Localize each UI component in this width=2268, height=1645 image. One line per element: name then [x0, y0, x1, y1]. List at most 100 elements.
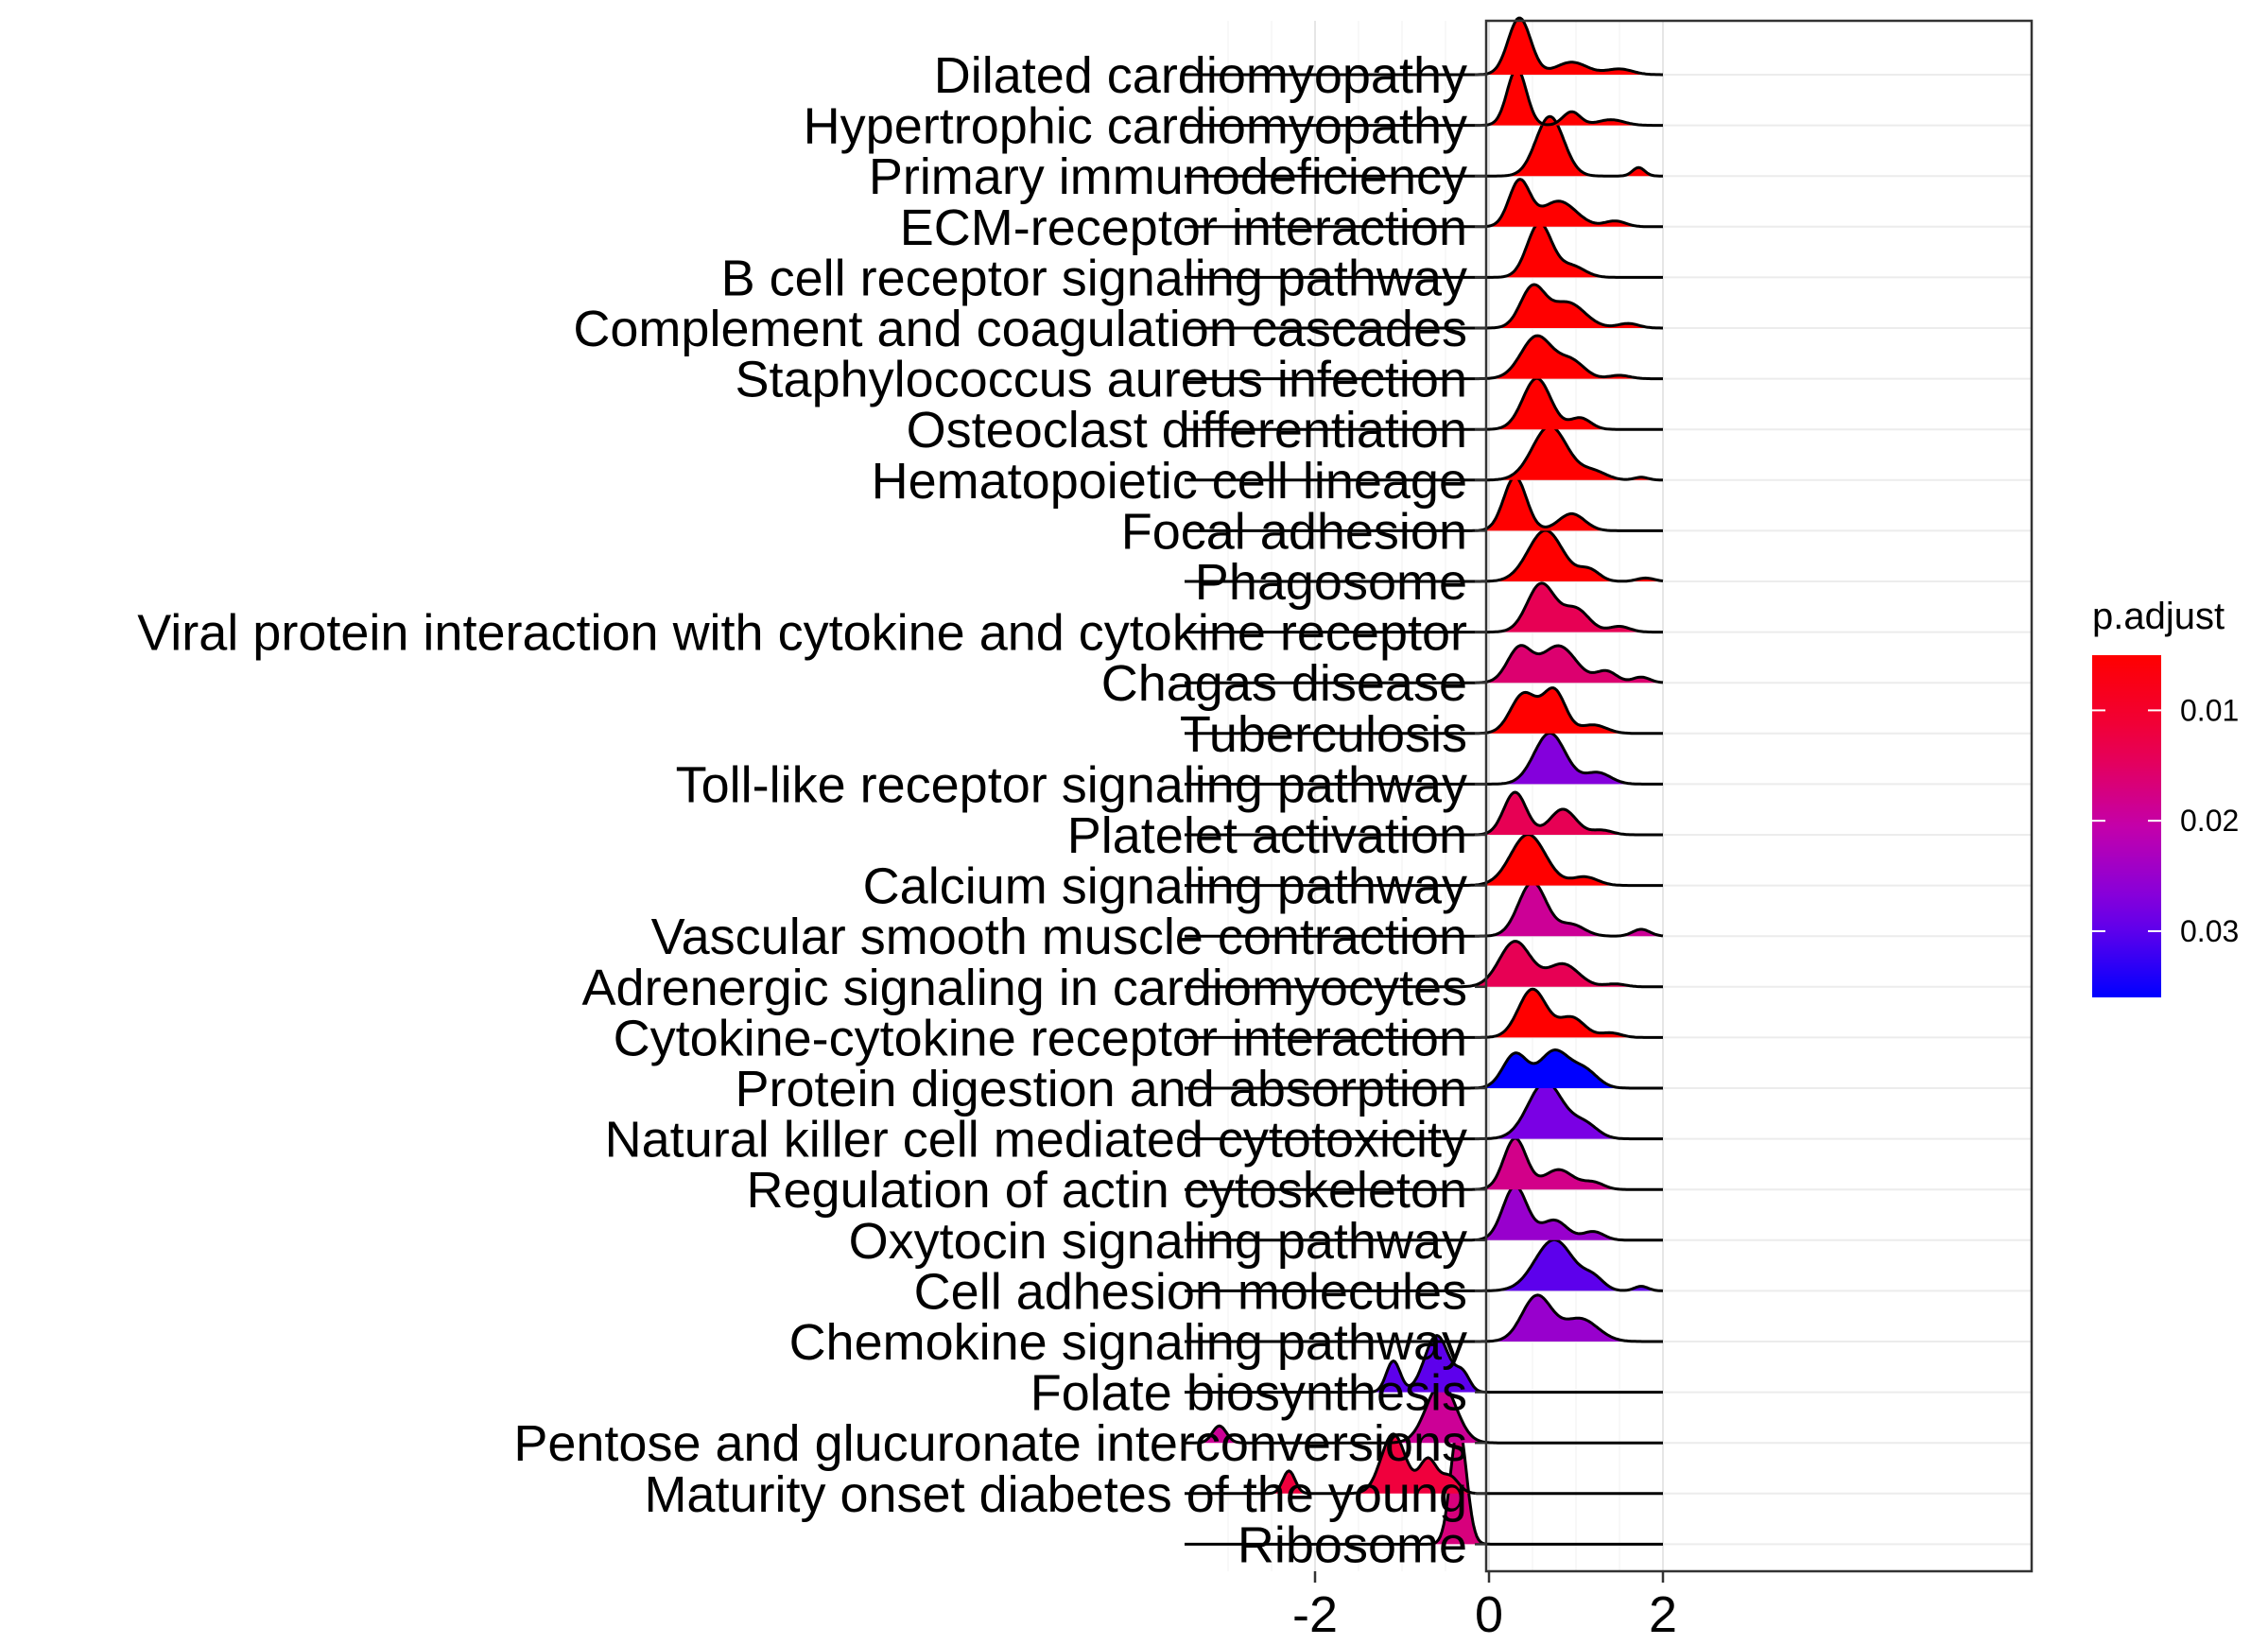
ridge-fill: [1496, 378, 1608, 430]
category-label: B cell receptor signaling pathway: [721, 250, 1467, 306]
category-label: Vascular smooth muscle contraction: [651, 909, 1467, 965]
ridge-20: [1185, 987, 1663, 1039]
x-tick-label: 0: [1475, 1586, 1503, 1643]
category-label: Hematopoietic cell lineage: [872, 453, 1467, 510]
ridge-17: [1185, 833, 1663, 888]
plot-panel: [1486, 21, 2032, 1571]
ridge-5: [1185, 221, 1663, 279]
category-label: Toll-like receptor signaling pathway: [676, 756, 1467, 813]
ridge-outline: [1185, 686, 1663, 736]
ridge-outline: [1185, 1381, 1663, 1445]
category-label: Primary immunodeficiency: [869, 148, 1467, 205]
ridge-outline: [1185, 940, 1663, 989]
category-label: Dilated cardiomyopathy: [934, 47, 1467, 104]
category-label: Pentose and glucuronate interconversions: [513, 1415, 1467, 1472]
ridge-13: [1185, 644, 1664, 684]
ridge-29: [1185, 1432, 1663, 1496]
ridge-23: [1185, 1136, 1663, 1191]
category-label: Cytokine-cytokine receptor interaction: [614, 1010, 1467, 1066]
ridge-16: [1185, 790, 1663, 837]
legend-tick-label: 0.03: [2180, 914, 2239, 948]
ridge-fill: [1487, 687, 1625, 734]
ridge-outline: [1185, 475, 1663, 532]
category-label: Oxytocin signaling pathway: [849, 1213, 1467, 1270]
category-label: Natural killer cell mediated cytotoxicit…: [605, 1112, 1467, 1169]
ridge-25: [1185, 1238, 1664, 1292]
ridge-12: [1185, 581, 1663, 634]
ridge-outline: [1185, 1334, 1663, 1394]
plot-border: [1484, 19, 2034, 1573]
x-tick-label: -2: [1292, 1586, 1338, 1643]
grid: [1227, 21, 2032, 1571]
ridge-27: [1185, 1334, 1663, 1394]
ridge-fill: [1508, 116, 1654, 177]
ridge-6: [1185, 283, 1663, 330]
category-label: Cell adhesion molecules: [914, 1263, 1467, 1320]
ridge-15: [1185, 731, 1663, 786]
category-label: Viral protein interaction with cytokine …: [137, 605, 1467, 662]
ridge-outline: [1185, 731, 1663, 786]
ridge-22: [1185, 1081, 1663, 1141]
ridge-fill: [1469, 941, 1636, 987]
ridge-fill: [1490, 882, 1662, 937]
ridge-fill: [1494, 1082, 1619, 1139]
ridge-fill: [1489, 68, 1641, 126]
ridge-fill: [1202, 1383, 1488, 1444]
category-label: Regulation of actin cytoskeleton: [747, 1162, 1467, 1219]
category-label: Adrenergic signaling in cardiomyocytes: [582, 960, 1467, 1016]
ridge-outline: [1185, 221, 1663, 279]
category-label: Calcium signaling pathway: [863, 858, 1467, 915]
category-label: Platelet activation: [1067, 807, 1467, 864]
category-label: Protein digestion and absorption: [735, 1061, 1467, 1117]
ridge-fill: [1494, 530, 1663, 581]
ridge-fill: [1498, 285, 1652, 328]
ridge-outline: [1185, 644, 1664, 684]
ridge-outline: [1185, 833, 1663, 888]
category-label: Chagas disease: [1101, 655, 1467, 712]
ridge-fill: [1480, 1049, 1619, 1088]
ridge-14: [1185, 686, 1663, 736]
ridge-outline: [1185, 528, 1664, 583]
ridge-outline: [1185, 334, 1663, 381]
category-label: Focal adhesion: [1121, 503, 1467, 560]
ridge-26: [1185, 1293, 1663, 1343]
ridge-outline: [1185, 1293, 1663, 1343]
ridge-3: [1185, 114, 1663, 178]
ridge-fill: [1502, 222, 1604, 278]
legend-tick-label: 0.01: [2180, 693, 2239, 727]
legend: p.adjust 0.01 0.02 0.03: [2092, 596, 2239, 997]
ridge-fill: [1481, 1137, 1619, 1190]
ridge-21: [1185, 1048, 1663, 1090]
ridge-fill: [1273, 1433, 1474, 1494]
ridges: [1185, 16, 1664, 1546]
ridge-outline: [1185, 114, 1663, 178]
ridge-24: [1185, 1185, 1663, 1242]
category-label: Complement and coagulation cascades: [573, 301, 1467, 357]
category-label: Tuberculosis: [1180, 706, 1467, 763]
ridge-fill: [1485, 18, 1650, 76]
ridge-outline: [1185, 1048, 1663, 1090]
ridge-outline: [1185, 1185, 1663, 1242]
category-label: Ribosome: [1238, 1516, 1467, 1573]
ridge-fill: [1498, 1239, 1656, 1291]
category-label: Staphylococcus aureus infection: [736, 352, 1467, 408]
ridge-fill: [1479, 1186, 1619, 1240]
ridge-outline: [1185, 1424, 1663, 1546]
ridge-11: [1185, 528, 1664, 583]
ridge-10: [1185, 475, 1663, 532]
ridge-outline: [1185, 1136, 1663, 1191]
category-label: Maturity onset diabetes of the young: [644, 1466, 1467, 1523]
ridge-outline: [1185, 424, 1663, 482]
ridge-7: [1185, 334, 1663, 381]
category-label: Osteoclast differentiation: [907, 402, 1467, 459]
ridge-outline: [1185, 880, 1664, 938]
legend-title: p.adjust: [2092, 596, 2225, 637]
category-label: Phagosome: [1195, 554, 1467, 611]
ridge-fill: [1492, 989, 1634, 1038]
ridge-fill: [1477, 834, 1617, 886]
ridge-28: [1185, 1381, 1663, 1445]
ridge-outline: [1185, 16, 1663, 77]
